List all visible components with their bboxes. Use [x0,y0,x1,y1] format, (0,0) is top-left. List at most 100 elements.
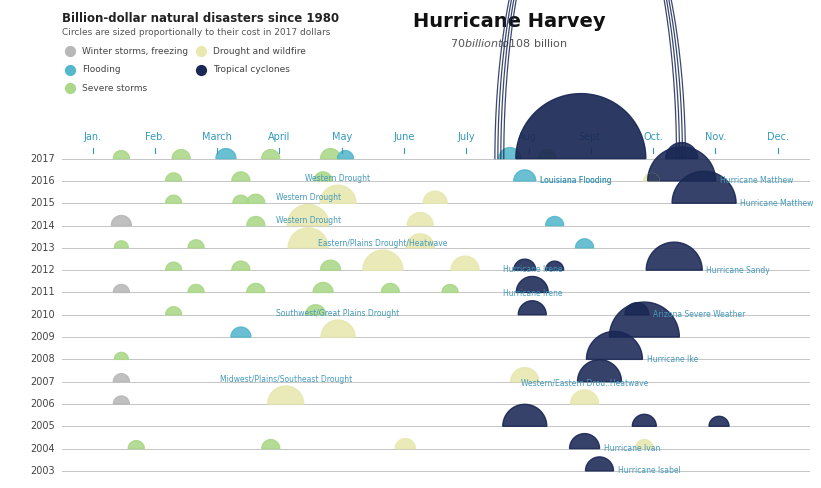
Text: Hurricane Harvey: Hurricane Harvey [413,12,605,31]
Point [195,47,208,55]
Polygon shape [516,94,646,159]
Text: Drought and wildfire: Drought and wildfire [213,47,306,56]
Text: June: June [393,132,415,142]
Polygon shape [113,374,130,382]
Text: Hurricane Ivan: Hurricane Ivan [603,444,660,453]
Text: Jan.: Jan. [84,132,102,142]
Polygon shape [577,360,621,382]
Text: Arizona Severe Weather: Arizona Severe Weather [653,310,745,319]
Polygon shape [586,331,643,359]
Polygon shape [381,284,399,292]
Polygon shape [644,173,660,181]
Text: 2013: 2013 [30,243,55,253]
Polygon shape [114,352,128,359]
Polygon shape [113,396,130,404]
Text: 2016: 2016 [30,176,55,186]
Polygon shape [451,256,479,270]
Text: 2007: 2007 [30,377,55,386]
Polygon shape [114,241,128,248]
Polygon shape [166,307,181,315]
Text: 2012: 2012 [30,265,55,275]
Polygon shape [231,327,251,337]
Text: Winter storms, freezing: Winter storms, freezing [82,47,188,56]
Text: Nov.: Nov. [704,132,726,142]
Polygon shape [648,147,716,181]
Polygon shape [112,216,131,225]
Text: 2011: 2011 [30,287,55,298]
Text: Feb.: Feb. [144,132,165,142]
Text: Circles are sized proportionally to their cost in 2017 dollars: Circles are sized proportionally to thei… [62,28,330,37]
Polygon shape [395,439,415,448]
Text: Severe storms: Severe storms [82,84,147,93]
Polygon shape [539,150,556,159]
Polygon shape [632,414,656,427]
Polygon shape [287,204,329,225]
Polygon shape [571,390,599,404]
Text: May: May [332,132,352,142]
Polygon shape [247,284,265,292]
Text: $70 billion to $108 billion: $70 billion to $108 billion [450,37,568,49]
Polygon shape [172,150,190,159]
Text: Flooding: Flooding [82,65,121,74]
Point [63,66,76,74]
Polygon shape [188,240,204,248]
Text: Billion-dollar natural disasters since 1980: Billion-dollar natural disasters since 1… [62,12,339,25]
Polygon shape [188,285,204,292]
Text: 2010: 2010 [30,310,55,320]
Text: Hurricane Irene: Hurricane Irene [502,265,562,274]
Text: April: April [268,132,291,142]
Text: Hurricane Matthew: Hurricane Matthew [741,199,814,208]
Text: Aug.: Aug. [517,132,539,142]
Polygon shape [113,285,130,292]
Polygon shape [247,194,265,203]
Polygon shape [216,149,236,159]
Polygon shape [232,172,250,181]
Polygon shape [320,185,356,203]
Text: Hurricane Sandy: Hurricane Sandy [706,265,770,275]
Point [63,84,76,92]
Text: 2003: 2003 [30,466,55,476]
Polygon shape [646,242,702,270]
Polygon shape [502,404,547,427]
Polygon shape [516,277,548,292]
Text: 2015: 2015 [30,198,55,208]
Polygon shape [232,261,250,270]
Text: Tropical cyclones: Tropical cyclones [213,65,291,74]
Text: Western Drought: Western Drought [305,174,370,183]
Point [195,66,208,74]
Polygon shape [233,195,249,203]
Polygon shape [585,457,613,471]
Polygon shape [113,151,130,159]
Polygon shape [709,416,729,427]
Polygon shape [514,259,536,270]
Polygon shape [288,228,328,248]
Polygon shape [128,441,144,448]
Polygon shape [576,239,594,248]
Text: Hurricane Isabel: Hurricane Isabel [617,467,681,475]
Text: Hurricane Irene: Hurricane Irene [502,289,562,298]
Text: Western Drought: Western Drought [276,216,341,225]
Text: Louisiana Flooding: Louisiana Flooding [540,176,612,185]
Text: 2009: 2009 [30,332,55,342]
Text: 2008: 2008 [30,354,55,365]
Polygon shape [247,217,265,225]
Polygon shape [268,386,304,404]
Text: Western/Eastern Drou..Heatwave: Western/Eastern Drou..Heatwave [521,379,648,387]
Polygon shape [666,142,698,159]
Polygon shape [337,151,354,159]
Polygon shape [518,301,546,315]
Polygon shape [262,150,280,159]
Text: Sept.: Sept. [578,132,603,142]
Polygon shape [625,303,649,315]
Text: 2004: 2004 [30,444,55,454]
Text: Western Drought: Western Drought [276,193,341,202]
Polygon shape [305,305,326,315]
Polygon shape [166,262,181,270]
Polygon shape [314,172,332,181]
Polygon shape [511,367,539,382]
Polygon shape [546,217,564,225]
Polygon shape [166,195,181,203]
Polygon shape [320,149,341,159]
Polygon shape [672,171,736,203]
Polygon shape [406,234,434,248]
